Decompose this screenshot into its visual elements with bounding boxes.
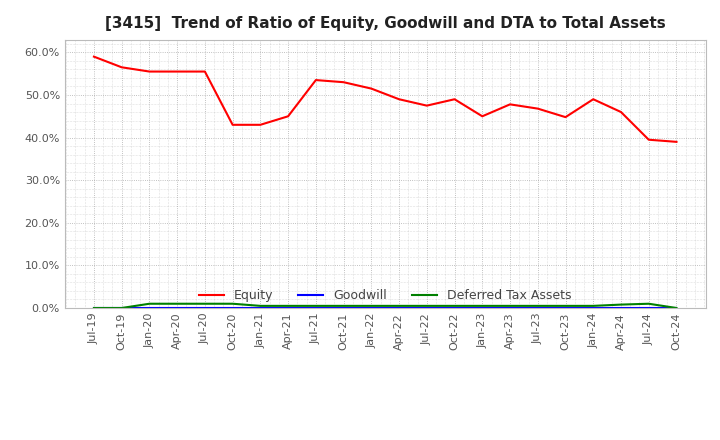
Goodwill <box>450 305 459 311</box>
Equity <box>173 69 181 74</box>
Goodwill <box>616 305 625 311</box>
Deferred Tax Assets <box>284 303 292 308</box>
Deferred Tax Assets <box>312 303 320 308</box>
Equity <box>505 102 514 107</box>
Goodwill <box>284 305 292 311</box>
Equity <box>478 114 487 119</box>
Goodwill <box>145 305 154 311</box>
Deferred Tax Assets <box>423 303 431 308</box>
Equity <box>145 69 154 74</box>
Goodwill <box>395 305 403 311</box>
Legend: Equity, Goodwill, Deferred Tax Assets: Equity, Goodwill, Deferred Tax Assets <box>194 284 577 307</box>
Goodwill <box>256 305 265 311</box>
Equity <box>616 110 625 115</box>
Equity <box>284 114 292 119</box>
Goodwill <box>589 305 598 311</box>
Deferred Tax Assets <box>367 303 376 308</box>
Goodwill <box>228 305 237 311</box>
Deferred Tax Assets <box>201 301 210 306</box>
Deferred Tax Assets <box>173 301 181 306</box>
Deferred Tax Assets <box>589 303 598 308</box>
Goodwill <box>534 305 542 311</box>
Deferred Tax Assets <box>505 303 514 308</box>
Equity <box>450 97 459 102</box>
Line: Deferred Tax Assets: Deferred Tax Assets <box>94 304 677 308</box>
Equity <box>589 97 598 102</box>
Goodwill <box>505 305 514 311</box>
Equity <box>534 106 542 111</box>
Goodwill <box>117 305 126 311</box>
Deferred Tax Assets <box>228 301 237 306</box>
Equity <box>201 69 210 74</box>
Goodwill <box>173 305 181 311</box>
Title: [3415]  Trend of Ratio of Equity, Goodwill and DTA to Total Assets: [3415] Trend of Ratio of Equity, Goodwil… <box>105 16 665 32</box>
Goodwill <box>89 305 98 311</box>
Deferred Tax Assets <box>89 305 98 311</box>
Deferred Tax Assets <box>339 303 348 308</box>
Goodwill <box>644 305 653 311</box>
Deferred Tax Assets <box>450 303 459 308</box>
Line: Equity: Equity <box>94 57 677 142</box>
Goodwill <box>339 305 348 311</box>
Deferred Tax Assets <box>534 303 542 308</box>
Goodwill <box>672 305 681 311</box>
Equity <box>312 77 320 83</box>
Deferred Tax Assets <box>117 305 126 311</box>
Equity <box>423 103 431 108</box>
Equity <box>367 86 376 91</box>
Goodwill <box>478 305 487 311</box>
Equity <box>339 80 348 85</box>
Deferred Tax Assets <box>672 305 681 311</box>
Equity <box>561 114 570 120</box>
Equity <box>228 122 237 128</box>
Deferred Tax Assets <box>145 301 154 306</box>
Deferred Tax Assets <box>395 303 403 308</box>
Equity <box>672 139 681 144</box>
Equity <box>395 97 403 102</box>
Goodwill <box>201 305 210 311</box>
Deferred Tax Assets <box>561 303 570 308</box>
Deferred Tax Assets <box>256 303 265 308</box>
Deferred Tax Assets <box>616 302 625 307</box>
Goodwill <box>561 305 570 311</box>
Equity <box>89 54 98 59</box>
Goodwill <box>423 305 431 311</box>
Goodwill <box>367 305 376 311</box>
Deferred Tax Assets <box>644 301 653 306</box>
Equity <box>256 122 265 128</box>
Goodwill <box>312 305 320 311</box>
Equity <box>644 137 653 143</box>
Equity <box>117 65 126 70</box>
Deferred Tax Assets <box>478 303 487 308</box>
